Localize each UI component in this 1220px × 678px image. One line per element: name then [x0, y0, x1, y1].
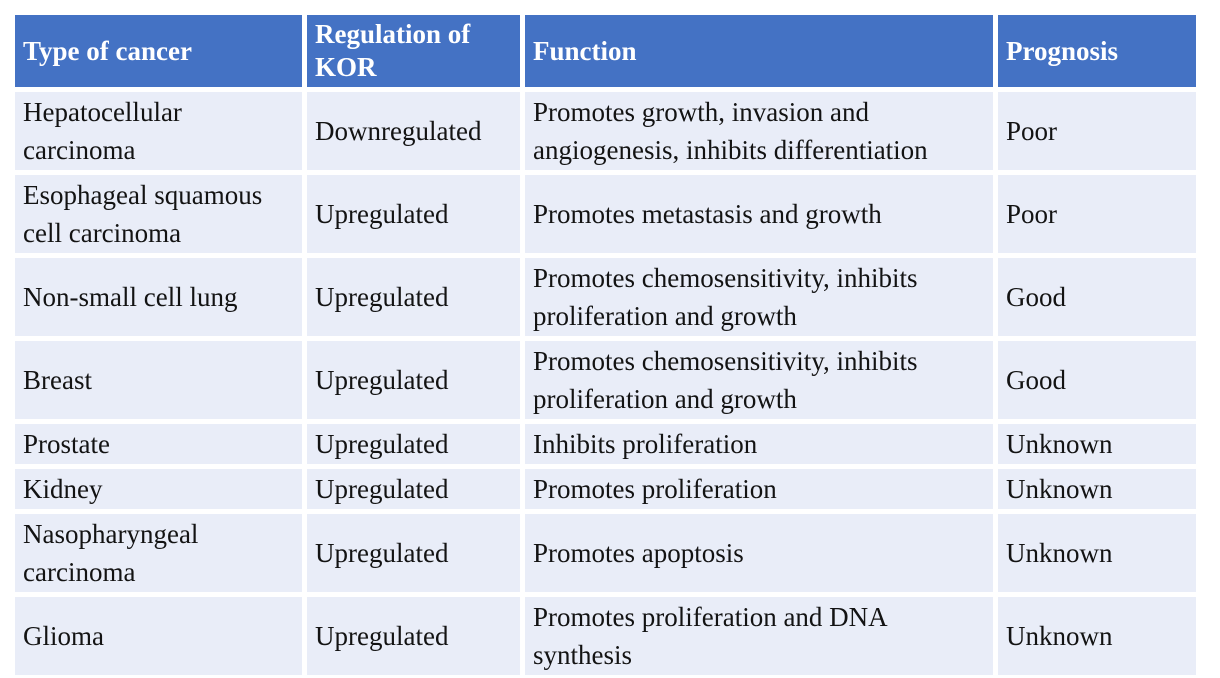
- cell-cancer-type: Hepatocellular carcinoma: [15, 92, 302, 170]
- header-row: Type of cancer Regulation of KOR Functio…: [15, 15, 1196, 87]
- column-header-prognosis: Prognosis: [998, 15, 1196, 87]
- cell-prognosis: Poor: [998, 175, 1196, 253]
- cell-kor-regulation: Upregulated: [307, 175, 520, 253]
- cell-kor-regulation: Upregulated: [307, 258, 520, 336]
- cell-kor-regulation: Upregulated: [307, 341, 520, 419]
- cell-function: Promotes proliferation and DNA synthesis: [525, 597, 993, 675]
- cell-prognosis: Unknown: [998, 469, 1196, 509]
- cell-function: Promotes proliferation: [525, 469, 993, 509]
- column-header-regulation-of-kor: Regulation of KOR: [307, 15, 520, 87]
- cell-prognosis: Poor: [998, 92, 1196, 170]
- cell-cancer-type: Kidney: [15, 469, 302, 509]
- table-row: Nasopharyngeal carcinoma Upregulated Pro…: [15, 514, 1196, 592]
- cell-prognosis: Unknown: [998, 514, 1196, 592]
- cell-prognosis: Good: [998, 341, 1196, 419]
- table-row: Prostate Upregulated Inhibits proliferat…: [15, 424, 1196, 464]
- table-row: Esophageal squamous cell carcinoma Upreg…: [15, 175, 1196, 253]
- cell-function: Promotes metastasis and growth: [525, 175, 993, 253]
- cell-cancer-type: Esophageal squamous cell carcinoma: [15, 175, 302, 253]
- cell-cancer-type: Prostate: [15, 424, 302, 464]
- cell-function: Promotes growth, invasion and angiogenes…: [525, 92, 993, 170]
- cell-function: Inhibits proliferation: [525, 424, 993, 464]
- table-row: Hepatocellular carcinoma Downregulated P…: [15, 92, 1196, 170]
- table-row: Non-small cell lung Upregulated Promotes…: [15, 258, 1196, 336]
- cell-kor-regulation: Upregulated: [307, 424, 520, 464]
- cell-cancer-type: Breast: [15, 341, 302, 419]
- cell-prognosis: Unknown: [998, 597, 1196, 675]
- cell-cancer-type: Nasopharyngeal carcinoma: [15, 514, 302, 592]
- table-row: Breast Upregulated Promotes chemosensiti…: [15, 341, 1196, 419]
- cell-function: Promotes chemosensitivity, inhibits prol…: [525, 258, 993, 336]
- cancer-kor-table: Type of cancer Regulation of KOR Functio…: [10, 10, 1201, 678]
- cell-prognosis: Unknown: [998, 424, 1196, 464]
- cell-prognosis: Good: [998, 258, 1196, 336]
- cell-kor-regulation: Upregulated: [307, 469, 520, 509]
- column-header-type-of-cancer: Type of cancer: [15, 15, 302, 87]
- cell-cancer-type: Glioma: [15, 597, 302, 675]
- cell-function: Promotes chemosensitivity, inhibits prol…: [525, 341, 993, 419]
- table-row: Kidney Upregulated Promotes proliferatio…: [15, 469, 1196, 509]
- cell-function: Promotes apoptosis: [525, 514, 993, 592]
- cell-kor-regulation: Downregulated: [307, 92, 520, 170]
- cell-kor-regulation: Upregulated: [307, 514, 520, 592]
- cell-cancer-type: Non-small cell lung: [15, 258, 302, 336]
- column-header-function: Function: [525, 15, 993, 87]
- cell-kor-regulation: Upregulated: [307, 597, 520, 675]
- table-row: Glioma Upregulated Promotes proliferatio…: [15, 597, 1196, 675]
